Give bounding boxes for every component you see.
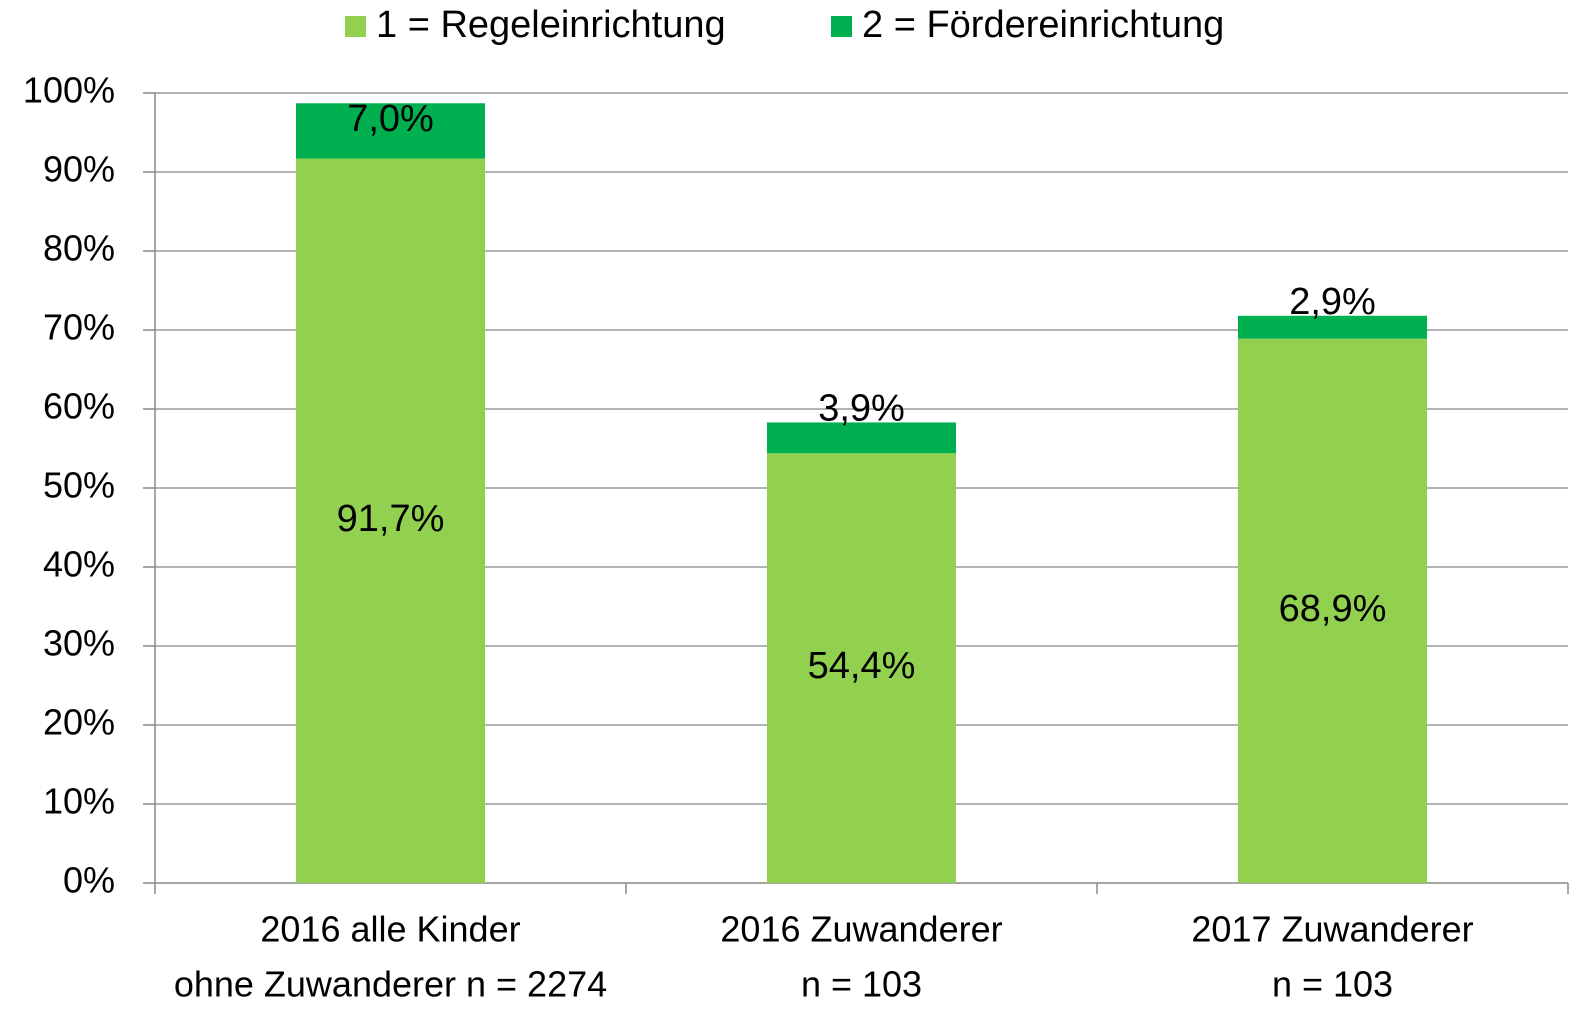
bar-segment (767, 422, 956, 454)
y-tick-label: 10% (43, 781, 115, 822)
bar-segment (296, 158, 485, 883)
y-tick-label: 70% (43, 307, 115, 348)
x-tick-label: n = 103 (1272, 964, 1393, 1005)
bar-segment (296, 103, 485, 159)
legend-label: 2 = Fördereinrichtung (862, 4, 1224, 46)
legend-swatch (831, 16, 852, 37)
y-tick-label: 100% (23, 70, 115, 111)
bar-segment (1238, 338, 1427, 883)
data-label: 68,9% (1279, 588, 1387, 630)
data-label: 3,9% (818, 387, 905, 429)
data-label: 54,4% (808, 645, 916, 687)
x-tick-label: ohne Zuwanderer n = 2274 (174, 964, 607, 1005)
data-label: 2,9% (1289, 281, 1376, 323)
bar-segment (1238, 315, 1427, 339)
bar-segment (767, 453, 956, 883)
y-tick-label: 40% (43, 544, 115, 585)
y-tick-label: 20% (43, 702, 115, 743)
x-tick-label: n = 103 (801, 964, 922, 1005)
x-tick-label: 2017 Zuwanderer (1191, 909, 1473, 950)
x-tick-label: 2016 alle Kinder (260, 909, 520, 950)
data-label: 91,7% (337, 498, 445, 540)
y-tick-label: 90% (43, 149, 115, 190)
legend-swatch (345, 16, 366, 37)
y-tick-label: 60% (43, 386, 115, 427)
x-tick-label: 2016 Zuwanderer (720, 909, 1002, 950)
legend-label: 1 = Regeleinrichtung (376, 4, 726, 46)
y-tick-label: 30% (43, 623, 115, 664)
data-label: 7,0% (347, 98, 434, 140)
y-tick-label: 80% (43, 228, 115, 269)
y-tick-label: 50% (43, 465, 115, 506)
y-tick-label: 0% (63, 860, 115, 901)
